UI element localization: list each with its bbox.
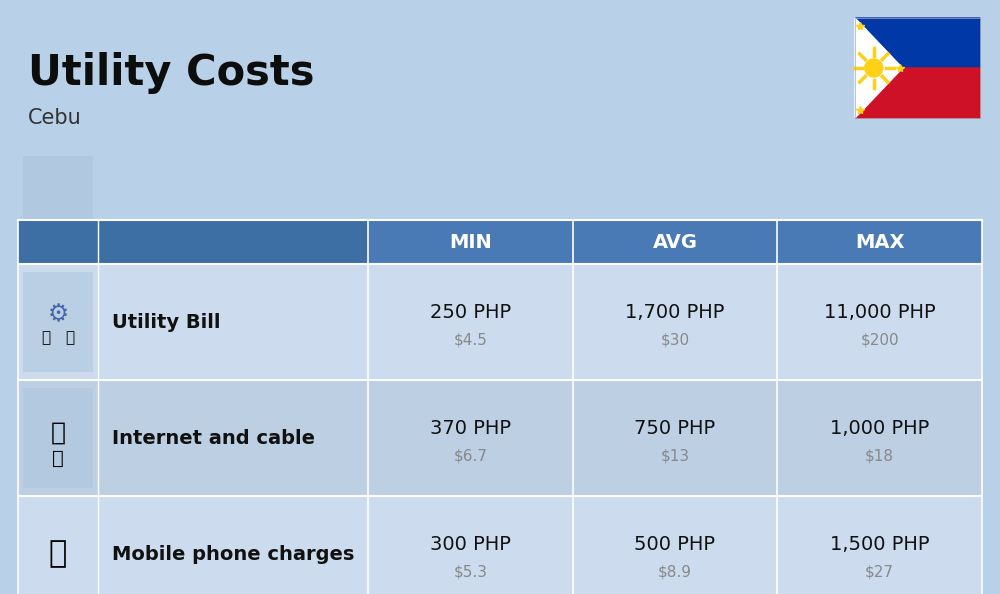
- Polygon shape: [855, 18, 902, 118]
- Bar: [23, 156, 93, 256]
- Text: $6.7: $6.7: [453, 448, 487, 463]
- Bar: [855, 18, 980, 118]
- Text: $27: $27: [865, 564, 894, 580]
- Text: Cebu: Cebu: [28, 108, 82, 128]
- Bar: [18, 220, 368, 264]
- Polygon shape: [855, 18, 980, 68]
- Text: 500 PHP: 500 PHP: [635, 535, 716, 554]
- Text: 1,700 PHP: 1,700 PHP: [625, 302, 725, 321]
- Text: 🔌: 🔌: [41, 330, 51, 346]
- Text: 370 PHP: 370 PHP: [430, 419, 511, 438]
- Text: 1,500 PHP: 1,500 PHP: [830, 535, 929, 554]
- Text: MIN: MIN: [449, 232, 492, 251]
- Text: 300 PHP: 300 PHP: [430, 535, 511, 554]
- Text: 💡: 💡: [65, 330, 75, 346]
- Text: 🖨: 🖨: [52, 448, 64, 467]
- Bar: [18, 220, 982, 264]
- Bar: [18, 264, 982, 380]
- Text: $18: $18: [865, 448, 894, 463]
- Polygon shape: [855, 68, 980, 118]
- Text: $5.3: $5.3: [453, 564, 487, 580]
- Text: 750 PHP: 750 PHP: [634, 419, 716, 438]
- Text: $200: $200: [860, 333, 899, 347]
- Text: $8.9: $8.9: [658, 564, 692, 580]
- Bar: [18, 496, 982, 594]
- Text: 1,000 PHP: 1,000 PHP: [830, 419, 929, 438]
- Text: $4.5: $4.5: [453, 333, 487, 347]
- Text: Utility Costs: Utility Costs: [28, 52, 314, 94]
- Text: 250 PHP: 250 PHP: [430, 302, 511, 321]
- Text: MAX: MAX: [855, 232, 904, 251]
- Text: Utility Bill: Utility Bill: [112, 312, 220, 331]
- Text: 11,000 PHP: 11,000 PHP: [824, 302, 935, 321]
- Text: Internet and cable: Internet and cable: [112, 428, 315, 447]
- Text: $30: $30: [660, 333, 690, 347]
- Text: AVG: AVG: [652, 232, 698, 251]
- Text: 📶: 📶: [50, 421, 66, 445]
- Bar: [23, 388, 93, 488]
- Bar: [855, 18, 980, 118]
- Bar: [18, 380, 982, 496]
- Text: Mobile phone charges: Mobile phone charges: [112, 545, 354, 564]
- Bar: [23, 272, 93, 372]
- Circle shape: [865, 59, 883, 77]
- Text: $13: $13: [660, 448, 690, 463]
- Text: 📱: 📱: [49, 539, 67, 568]
- Text: ⚙: ⚙: [47, 302, 69, 326]
